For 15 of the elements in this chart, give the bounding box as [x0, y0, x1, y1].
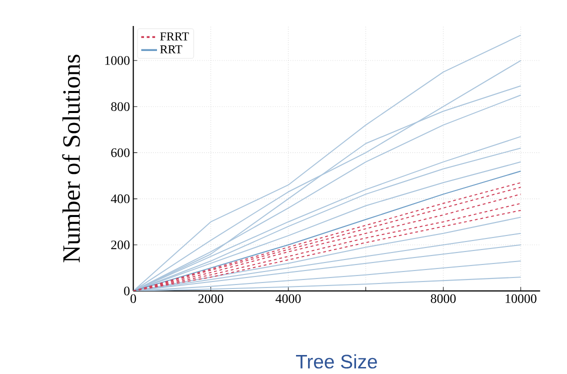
legend-label: FRRT [160, 32, 189, 40]
y-tick-label: 200 [111, 240, 130, 250]
legend-label: RRT [160, 45, 182, 54]
y-tick-label: 600 [111, 148, 130, 157]
y-tick-label: 1000 [105, 56, 130, 65]
y-tick-label: 400 [110, 194, 130, 203]
y-tick-label: 0 [124, 286, 130, 296]
x-tick-label: 0 [130, 294, 136, 303]
x-tick-label: 2000 [198, 294, 224, 303]
x-axis-title: Tree Size [296, 354, 377, 368]
y-tick-label: 800 [111, 102, 130, 111]
x-tick-label: 4000 [276, 294, 301, 303]
x-tick-label: 10000 [506, 294, 536, 303]
y-axis-title: Number of Solutions [62, 54, 80, 262]
x-tick-label: 8000 [430, 294, 456, 303]
